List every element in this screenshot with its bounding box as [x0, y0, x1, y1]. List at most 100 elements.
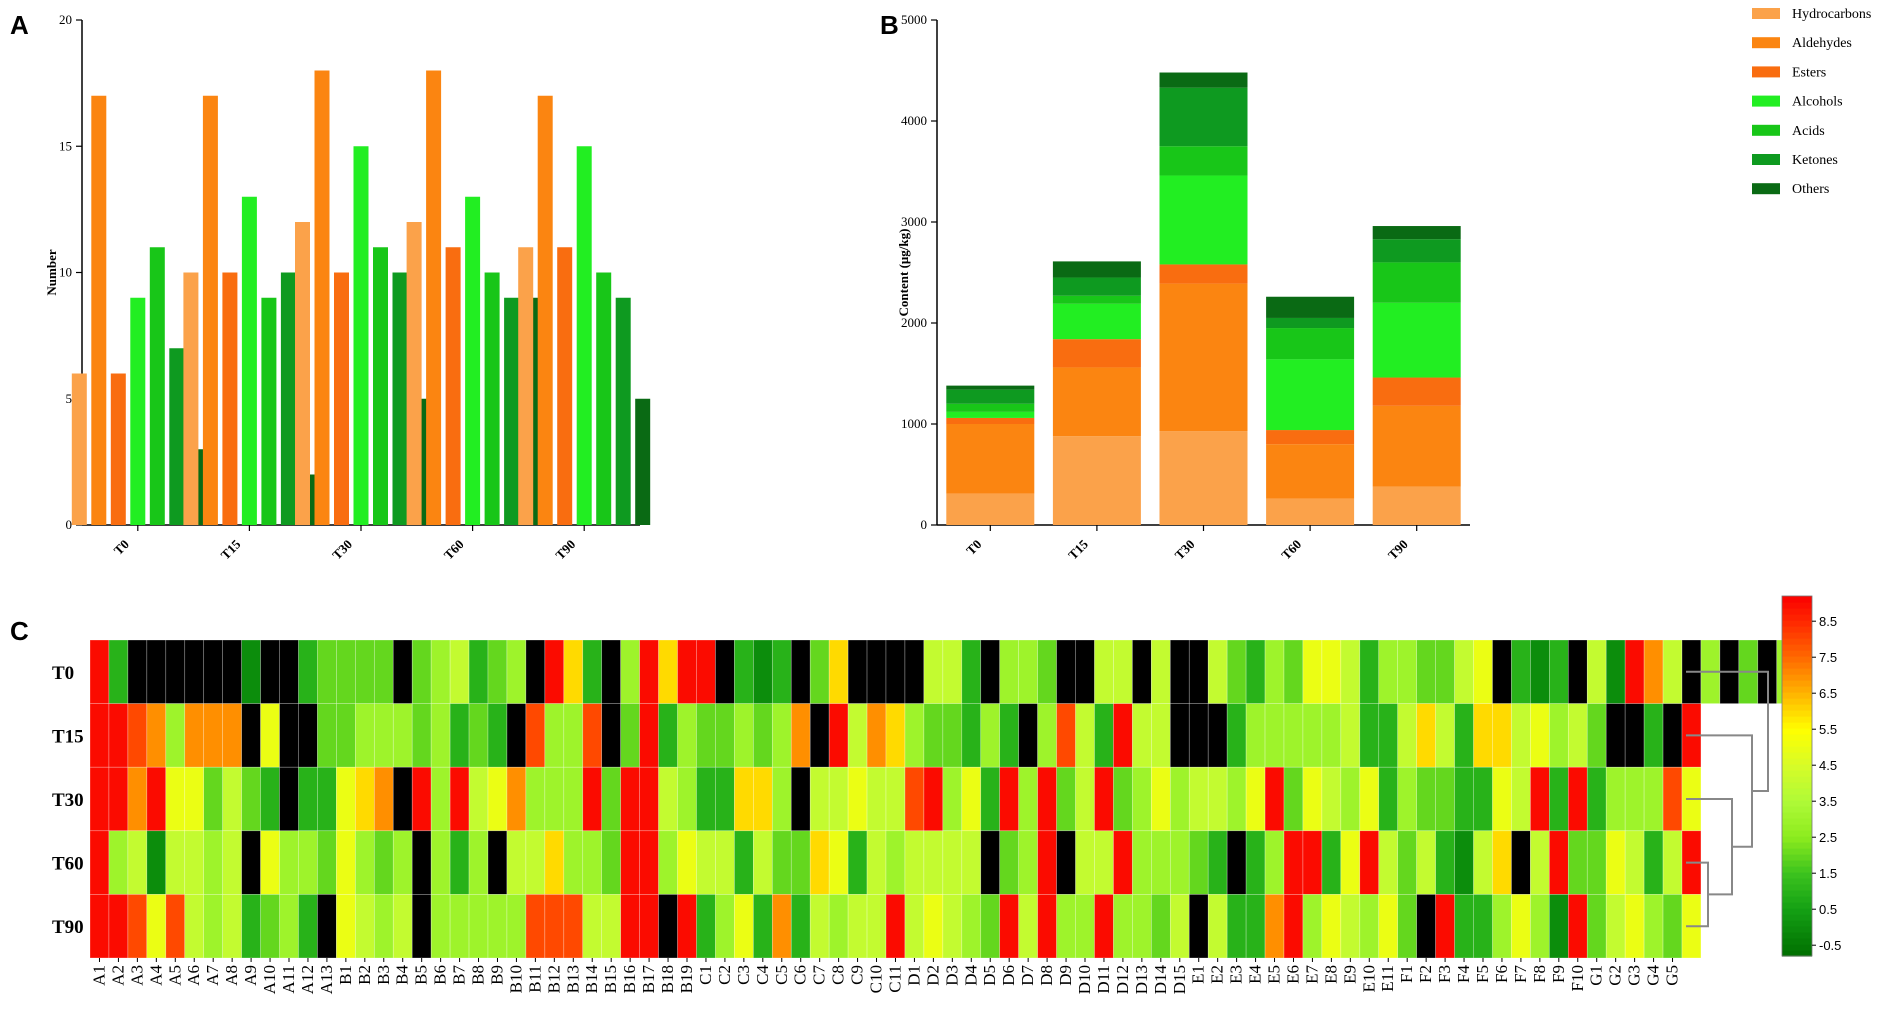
heatmap-col-label: D11 — [1094, 965, 1113, 994]
heatmap-cell — [1643, 830, 1664, 895]
colorbar-segment — [1782, 728, 1812, 735]
heatmap-cell — [1207, 639, 1228, 704]
heatmap-cell — [544, 639, 565, 704]
heatmap-row-label: T30 — [52, 790, 84, 811]
heatmap-cell — [1511, 639, 1531, 704]
heatmap-cell — [790, 766, 811, 832]
heatmap-cell — [241, 639, 261, 704]
b-bar-segment — [1159, 283, 1248, 432]
colorbar-tick-label: 6.5 — [1819, 686, 1837, 701]
heatmap-col-label: D7 — [1018, 965, 1037, 986]
heatmap-row-label: T15 — [52, 726, 84, 747]
heatmap-cell — [203, 766, 223, 832]
heatmap-col-label: C9 — [848, 965, 867, 985]
heatmap-cell — [677, 639, 697, 704]
heatmap-cell — [980, 766, 1001, 832]
heatmap-cell — [677, 766, 697, 832]
heatmap-cell — [430, 830, 451, 895]
heatmap-cell — [127, 766, 148, 832]
heatmap-col-label: B11 — [525, 965, 544, 993]
colorbar-tick-label: 5.5 — [1819, 722, 1837, 737]
heatmap-cell — [1321, 639, 1342, 704]
heatmap-cell — [658, 639, 678, 704]
a-y-axis-label: Number — [44, 249, 59, 295]
b-bar-segment — [1052, 339, 1141, 368]
heatmap-cell — [1378, 639, 1399, 704]
colorbar-tick-label: 8.5 — [1819, 614, 1837, 629]
heatmap-cell — [563, 894, 584, 959]
heatmap-cell — [392, 830, 413, 895]
colorbar-segment — [1782, 620, 1812, 627]
colorbar-segment — [1782, 626, 1812, 633]
heatmap-cell — [392, 766, 413, 832]
heatmap-cell — [1359, 766, 1380, 832]
heatmap-cell — [1549, 703, 1569, 768]
heatmap-cell — [999, 766, 1019, 832]
colorbar-segment — [1782, 830, 1812, 837]
heatmap-cell — [658, 703, 678, 768]
heatmap-cell — [1378, 766, 1399, 832]
heatmap-cell — [430, 703, 451, 768]
heatmap-cell — [373, 766, 394, 832]
colorbar-segment — [1782, 662, 1812, 669]
heatmap-col-label: B9 — [487, 965, 506, 985]
heatmap-col-label: B15 — [601, 965, 620, 993]
heatmap-col-label: G3 — [1625, 965, 1644, 986]
colorbar-tick-label: 2.5 — [1819, 830, 1837, 845]
heatmap-cell — [1643, 894, 1664, 959]
heatmap-cell — [1037, 639, 1057, 704]
colorbar-segment — [1782, 908, 1812, 915]
heatmap-cell — [336, 830, 356, 895]
heatmap-cell — [1207, 830, 1228, 895]
a-bar — [280, 272, 296, 525]
heatmap-cell — [639, 830, 659, 895]
heatmap-cell — [449, 894, 470, 959]
heatmap-cell — [828, 639, 849, 704]
heatmap-cell — [222, 703, 242, 768]
heatmap-cell — [430, 639, 451, 704]
heatmap-cell — [1283, 766, 1304, 832]
heatmap-cell — [582, 894, 603, 959]
heatmap-cell — [923, 639, 944, 704]
heatmap-cell — [203, 894, 223, 959]
colorbar-tick-label: 3.5 — [1819, 794, 1837, 809]
b-bar-segment — [946, 389, 1035, 404]
heatmap-cell — [1226, 894, 1247, 959]
heatmap-col-label: B6 — [431, 965, 450, 985]
a-bar — [392, 272, 408, 525]
heatmap-col-label: E5 — [1265, 965, 1284, 984]
heatmap-cell — [1473, 830, 1493, 895]
heatmap-cell — [279, 894, 299, 959]
heatmap-cell — [1605, 894, 1626, 959]
heatmap-cell — [1605, 766, 1626, 832]
heatmap-cell — [1643, 639, 1664, 704]
a-bar — [183, 272, 199, 525]
heatmap-cell — [790, 830, 811, 895]
heatmap-col-label: D15 — [1170, 965, 1189, 994]
heatmap-col-label: B16 — [620, 965, 639, 993]
heatmap-cell — [809, 830, 830, 895]
heatmap-cell — [734, 639, 754, 704]
a-bar — [557, 247, 573, 525]
heatmap-cell — [923, 830, 944, 895]
heatmap-cell — [1037, 766, 1057, 832]
heatmap-col-label: C7 — [810, 965, 829, 985]
heatmap-col-label: D10 — [1075, 965, 1094, 994]
heatmap-cell — [1586, 894, 1607, 959]
panel-b-stacked-bar-chart: 0 1000 2000 3000 4000 5000 Content (μg/kg) T0 T1… — [896, 12, 1470, 562]
heatmap-col-label: E10 — [1359, 965, 1378, 992]
colorbar-segment — [1782, 710, 1812, 717]
heatmap-cell — [999, 639, 1019, 704]
heatmap-cell — [108, 830, 129, 895]
heatmap-cell — [980, 639, 1001, 704]
b-bar-segment — [946, 424, 1035, 494]
heatmap-cell — [866, 766, 887, 832]
b-category-label: T30 — [1172, 537, 1198, 563]
a-bar — [295, 222, 310, 525]
heatmap-cell — [165, 894, 186, 959]
heatmap-cell — [1075, 639, 1095, 704]
heatmap-col-label: D13 — [1132, 965, 1151, 994]
colorbar-tick-label: 0.5 — [1819, 902, 1837, 917]
heatmap-cell — [1567, 639, 1588, 704]
heatmap-cell — [127, 703, 148, 768]
